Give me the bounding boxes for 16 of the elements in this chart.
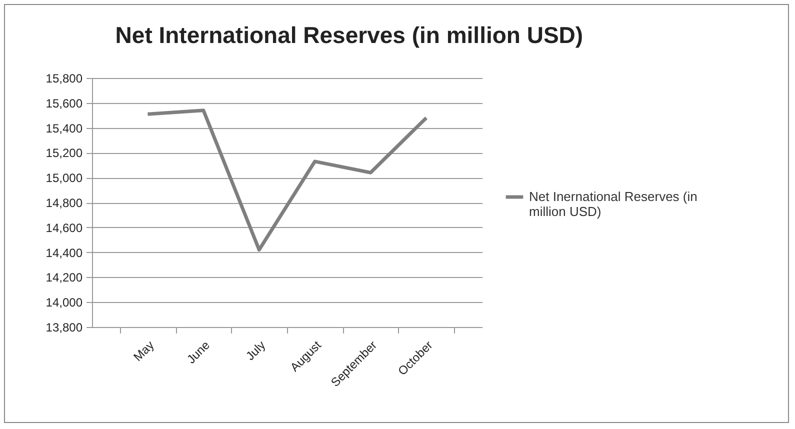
line-series (146, 108, 428, 252)
legend-label: Net Inernational Reserves (in million USD) (529, 189, 698, 219)
y-tick-label: 15,400 (46, 121, 83, 136)
y-tick-label: 14,400 (46, 246, 83, 260)
y-tick-label: 15,600 (46, 96, 83, 110)
x-tick-label: July (243, 338, 268, 364)
y-tick-label: 15,200 (46, 146, 83, 160)
y-tick-label: 14,000 (46, 296, 83, 310)
y-tick-label: 14,800 (46, 196, 83, 210)
y-tick-label: 13,800 (46, 320, 83, 334)
chart-title: Net International Reserves (in million USD) (115, 22, 584, 48)
y-tick-label: 15,000 (46, 171, 83, 186)
y-tick-label: 14,200 (46, 270, 83, 285)
y-tick-label: 15,800 (46, 72, 83, 86)
y-tick-label: 14,600 (46, 220, 83, 235)
x-tick-label: May (130, 338, 157, 364)
